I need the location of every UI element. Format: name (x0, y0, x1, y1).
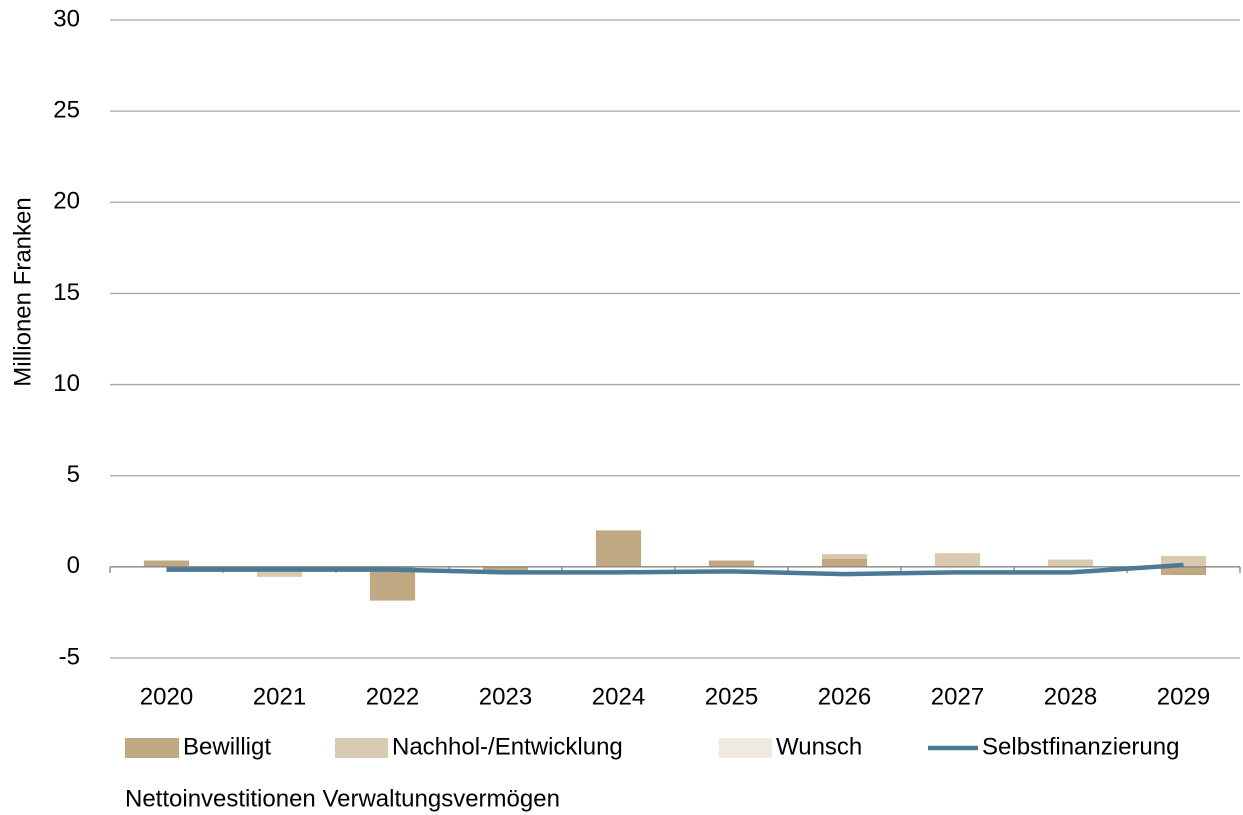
bar (821, 554, 868, 559)
bar (595, 530, 642, 567)
bar (934, 553, 981, 567)
x-tick-label: 2028 (1044, 683, 1097, 710)
y-tick-label: 25 (53, 96, 80, 123)
legend-swatch (125, 738, 179, 758)
bar (369, 566, 416, 601)
x-tick-label: 2029 (1157, 683, 1210, 710)
x-tick-label: 2022 (366, 683, 419, 710)
x-tick-label: 2023 (479, 683, 532, 710)
y-tick-label: 30 (53, 5, 80, 32)
line (166, 562, 1184, 577)
y-tick-label: 15 (53, 279, 80, 306)
bar (482, 566, 529, 572)
x-tick-label: 2026 (818, 683, 871, 710)
legend-label: Wunsch (776, 733, 862, 760)
bar (1160, 566, 1207, 576)
bar (708, 560, 755, 567)
y-axis-label: Millionen Franken (9, 197, 36, 386)
legend-swatch (719, 738, 772, 758)
y-tick-label: 10 (53, 370, 80, 397)
bar (1160, 555, 1207, 567)
x-tick-label: 2027 (931, 683, 984, 710)
y-tick-label: 20 (53, 188, 80, 215)
legend-label: Bewilligt (183, 733, 271, 760)
y-tick-label: -5 (59, 643, 80, 670)
legend-swatch (335, 738, 388, 758)
x-tick-label: 2021 (253, 683, 306, 710)
bar (256, 566, 303, 577)
x-tick-label: 2020 (140, 683, 193, 710)
x-tick-label: 2025 (705, 683, 758, 710)
caption: Nettoinvestitionen Verwaltungsvermögen (125, 785, 560, 812)
y-tick-label: 5 (67, 461, 80, 488)
legend-label: Nachhol-/Entwicklung (392, 733, 623, 760)
bar (143, 560, 190, 567)
x-tick-label: 2024 (592, 683, 645, 710)
legend-label: Selbstfinanzierung (982, 733, 1179, 760)
y-tick-label: 0 (67, 552, 80, 579)
bar (821, 558, 868, 567)
bar (1047, 559, 1094, 567)
